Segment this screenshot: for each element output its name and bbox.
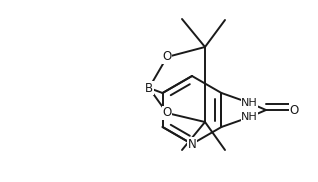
Text: O: O	[289, 104, 299, 116]
Text: NH: NH	[241, 98, 258, 108]
Text: O: O	[162, 50, 172, 64]
Text: B: B	[145, 82, 153, 94]
Text: N: N	[188, 137, 197, 151]
Text: O: O	[162, 106, 172, 120]
Text: NH: NH	[241, 112, 258, 122]
